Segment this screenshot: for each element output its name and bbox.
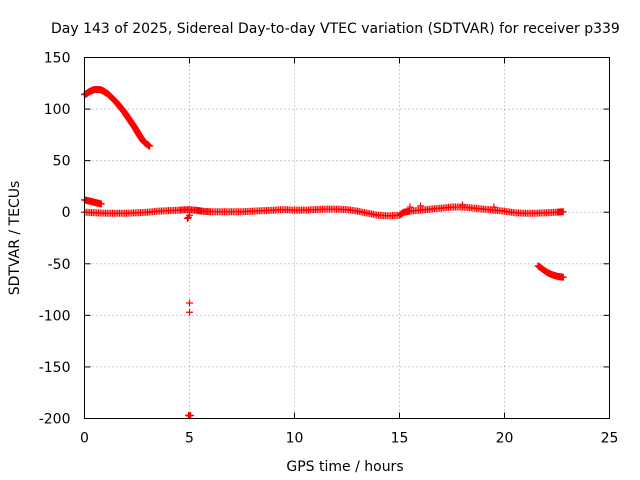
plot-frame: [84, 57, 610, 419]
series-sparse-markers: [183, 201, 498, 222]
interpolated-markers: [535, 262, 567, 281]
data-series: [81, 85, 567, 420]
data-point: [186, 308, 193, 316]
y-tick-labels: 150 100 50 0 -50 -100 -150 -200: [39, 51, 71, 428]
series-outliers: [184, 299, 195, 420]
x-axis-label: GPS time / hours: [286, 459, 403, 475]
y-axis-label: SDTVAR / TECUs: [7, 181, 23, 296]
chart-title: Day 143 of 2025, Sidereal Day-to-day VTE…: [51, 21, 620, 37]
x-tick-label: 10: [286, 431, 304, 447]
x-tick-labels: 0 5 10 15 20 25: [80, 431, 618, 447]
y-tick-label: 50: [53, 154, 71, 170]
y-tick-label: 0: [62, 205, 71, 221]
data-point: [417, 202, 424, 210]
y-tick-label: -100: [39, 308, 71, 324]
y-tick-label: -150: [39, 360, 71, 376]
interpolated-markers: [82, 203, 566, 220]
series-arc-low: [534, 262, 567, 281]
x-tick-label: 15: [391, 431, 409, 447]
data-point: [186, 299, 193, 307]
data-point: [490, 203, 498, 211]
x-tick-label: 5: [185, 431, 194, 447]
data-point: [459, 201, 466, 209]
y-tick-label: 100: [44, 102, 71, 118]
y-tick-label: 150: [44, 51, 71, 67]
y-tick-label: -200: [39, 412, 71, 428]
data-point: [187, 411, 195, 419]
x-tick-label: 25: [601, 431, 619, 447]
x-tick-label: 0: [80, 431, 89, 447]
y-tick-label: -50: [48, 257, 71, 273]
grid: [84, 57, 610, 419]
data-point: [186, 211, 193, 219]
data-point: [406, 203, 414, 211]
x-tick-label: 20: [496, 431, 514, 447]
